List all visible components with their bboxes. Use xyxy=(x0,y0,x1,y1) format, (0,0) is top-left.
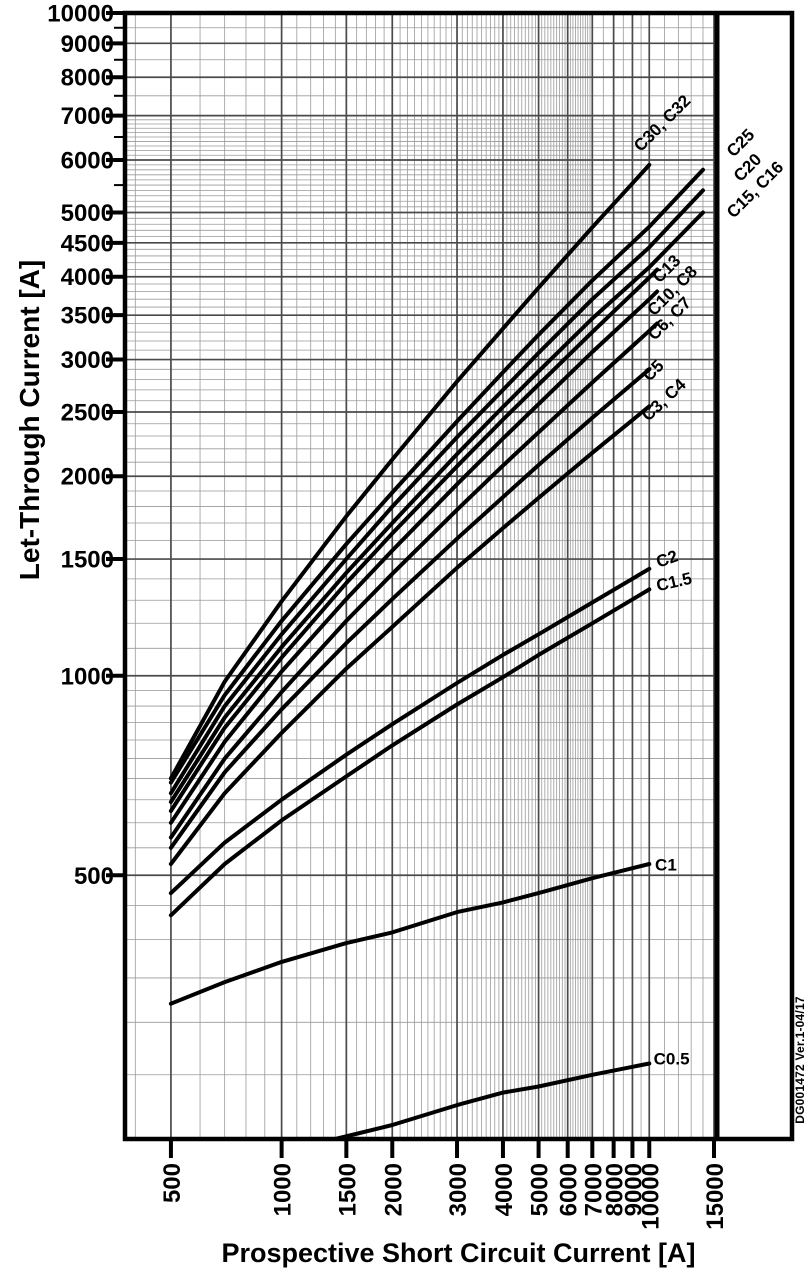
curve-c10-c8 xyxy=(168,289,660,825)
curve-c20 xyxy=(168,188,705,796)
x-tick-label-3000: 3000 xyxy=(445,1163,472,1216)
x-tick-label-15000: 15000 xyxy=(702,1163,729,1230)
x-tick-label-500: 500 xyxy=(159,1163,186,1203)
y-axis-title: Let-Through Current [A] xyxy=(14,259,45,581)
curve-c25 xyxy=(168,167,705,785)
x-tick-label-5000: 5000 xyxy=(527,1163,554,1216)
y-tick-label-2500: 2500 xyxy=(61,400,114,427)
curve-label-c0.5: C0.5 xyxy=(654,1050,690,1069)
curve-c2 xyxy=(168,566,652,896)
y-tick-label-3000: 3000 xyxy=(61,347,114,374)
x-tick-label-8000: 8000 xyxy=(602,1163,629,1216)
grid-minor xyxy=(125,13,717,1139)
x-tick-label-2000: 2000 xyxy=(380,1163,407,1216)
y-tick-label-1500: 1500 xyxy=(61,547,114,574)
y-tick-label-500: 500 xyxy=(74,863,114,890)
y-tick-label-2000: 2000 xyxy=(61,464,114,491)
curve-c13 xyxy=(168,267,660,813)
x-axis-title: Prospective Short Circuit Current [A] xyxy=(221,1238,696,1268)
y-tick-label-4500: 4500 xyxy=(61,230,114,257)
y-tick-label-9000: 9000 xyxy=(61,31,114,58)
y-tick-label-3500: 3500 xyxy=(61,303,114,330)
curve-c6-c7 xyxy=(168,321,660,840)
curve-c15-c16 xyxy=(168,210,705,804)
document-ref-watermark: DG001472 Ver.1-04/17 xyxy=(793,996,807,1124)
y-tick-label-7000: 7000 xyxy=(61,103,114,130)
y-tick-label-1000: 1000 xyxy=(61,663,114,690)
curve-c0.5 xyxy=(333,1061,652,1141)
y-tick-label-4000: 4000 xyxy=(61,264,114,291)
x-tick-label-1000: 1000 xyxy=(270,1163,297,1216)
y-tick-label-5000: 5000 xyxy=(61,200,114,227)
axis-ticks xyxy=(106,11,716,1158)
y-tick-label-10000: 10000 xyxy=(47,1,114,28)
grid-major xyxy=(125,13,717,1139)
curve-label-c1: C1 xyxy=(655,856,677,875)
x-tick-label-9000: 9000 xyxy=(620,1163,647,1216)
curve-c1.5 xyxy=(168,587,652,918)
x-tick-label-4000: 4000 xyxy=(491,1163,518,1216)
x-tick-label-10000: 10000 xyxy=(637,1163,664,1230)
x-tick-label-6000: 6000 xyxy=(556,1163,583,1216)
curve-label-c3-c4: C3, C4 xyxy=(638,375,690,425)
y-tick-label-6000: 6000 xyxy=(61,148,114,175)
x-tick-label-7000: 7000 xyxy=(580,1163,607,1216)
curve-c30-c32 xyxy=(168,162,652,781)
curve-label-c5: C5 xyxy=(639,356,668,385)
curve-c3-c4 xyxy=(168,404,652,866)
x-tick-label-1500: 1500 xyxy=(334,1163,361,1216)
curve-label-c2: C2 xyxy=(654,546,681,571)
curve-label-c1.5: C1.5 xyxy=(654,569,693,596)
curve-c1 xyxy=(168,862,652,1006)
curve-c5 xyxy=(168,367,652,850)
y-tick-label-8000: 8000 xyxy=(61,65,114,92)
